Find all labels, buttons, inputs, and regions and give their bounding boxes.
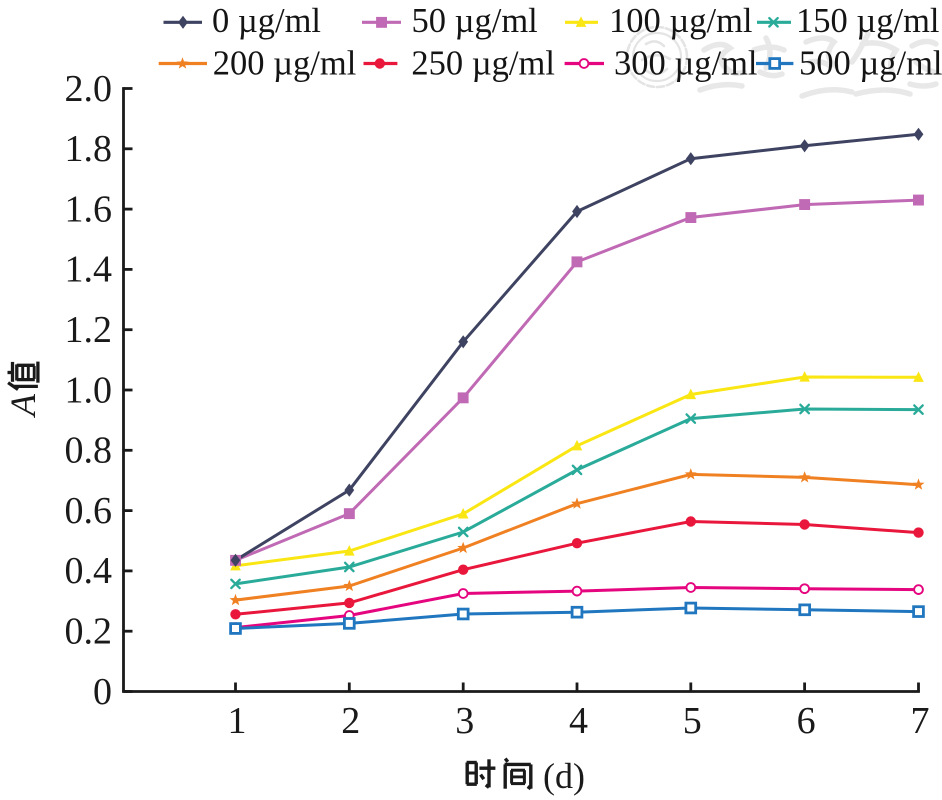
svg-text:6: 6 xyxy=(797,700,816,742)
svg-text:0.4: 0.4 xyxy=(65,550,113,592)
svg-text:1.2: 1.2 xyxy=(65,309,113,351)
svg-text:3: 3 xyxy=(455,700,474,742)
svg-text:4: 4 xyxy=(569,700,588,742)
svg-text:0.8: 0.8 xyxy=(65,430,113,472)
svg-text:2: 2 xyxy=(341,700,360,742)
svg-text:(d): (d) xyxy=(543,756,585,796)
svg-text:1.8: 1.8 xyxy=(65,128,113,170)
svg-text:200 µg/ml: 200 µg/ml xyxy=(213,44,357,82)
svg-text:0: 0 xyxy=(93,671,112,713)
svg-text:5: 5 xyxy=(683,700,702,742)
svg-text:100 µg/ml: 100 µg/ml xyxy=(609,2,753,40)
svg-text:1.6: 1.6 xyxy=(65,188,113,230)
svg-text:500 µg/ml: 500 µg/ml xyxy=(799,44,942,82)
svg-text:A: A xyxy=(3,393,43,418)
svg-text:150 µg/ml: 150 µg/ml xyxy=(796,2,940,40)
svg-text:2.0: 2.0 xyxy=(65,68,113,110)
svg-text:0.2: 0.2 xyxy=(65,611,113,653)
svg-text:0.6: 0.6 xyxy=(65,490,113,532)
svg-text:50 µg/ml: 50 µg/ml xyxy=(412,2,538,40)
svg-text:1.0: 1.0 xyxy=(65,369,113,411)
svg-text:250 µg/ml: 250 µg/ml xyxy=(411,44,555,82)
svg-text:0 µg/ml: 0 µg/ml xyxy=(212,2,321,40)
svg-text:300 µg/ml: 300 µg/ml xyxy=(614,44,758,82)
svg-text:1: 1 xyxy=(228,700,247,742)
svg-text:7: 7 xyxy=(911,700,930,742)
svg-text:1.4: 1.4 xyxy=(65,249,113,291)
